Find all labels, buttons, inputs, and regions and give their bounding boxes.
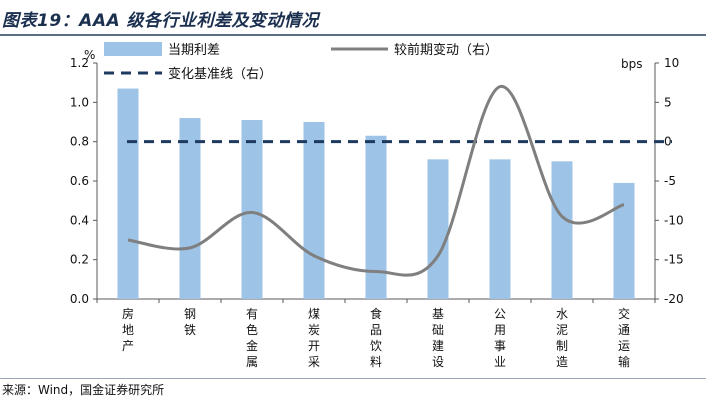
right-tick-label: -15	[664, 253, 684, 267]
bar	[241, 120, 263, 300]
right-tick-label: 0	[664, 135, 672, 149]
x-tick-label: 食品饮料	[370, 306, 382, 369]
right-tick-label: -20	[664, 292, 684, 306]
bar	[365, 135, 387, 299]
bar	[179, 118, 201, 299]
x-tick-label: 公用事业	[494, 307, 506, 369]
x-tick-label: 有色金属	[246, 307, 258, 369]
x-tick-label: 水泥制造	[556, 307, 568, 369]
bar	[613, 182, 635, 299]
change-line	[127, 85, 625, 277]
legend-label-line: 较前期变动（右）	[394, 42, 498, 58]
bar-series	[117, 88, 635, 300]
bar	[117, 88, 139, 299]
x-tick-label: 房地产	[122, 306, 134, 353]
footer-rule	[0, 378, 706, 379]
left-tick-label: 0.4	[70, 213, 89, 227]
legend-label-bar: 当期利差	[168, 43, 220, 58]
legend-label-baseline: 变化基准线（右）	[168, 66, 272, 82]
x-tick-label: 交通运输	[618, 306, 630, 369]
bar	[551, 161, 573, 299]
bar	[489, 159, 511, 299]
bar	[303, 122, 325, 299]
right-axis-unit: bps	[621, 57, 643, 71]
combo-chart: 0.0 0.2 0.4 0.6 0.8 1.0 1.2% -20 -15 -10 -5 0 5 10 bps…	[70, 42, 684, 369]
left-tick-label: 0.0	[70, 292, 89, 306]
x-tick-label: 钢铁	[184, 307, 196, 337]
left-tick-label: 0.6	[70, 174, 89, 188]
left-tick-label: 1.2	[70, 56, 89, 70]
x-tick-label: 煤炭开采	[308, 307, 320, 369]
chart-axes: 0.0 0.2 0.4 0.6 0.8 1.0 1.2% -20 -15 -10 -5 0 5 10 bps…	[70, 48, 684, 369]
line-series	[127, 85, 672, 277]
left-tick-label: 1.0	[70, 95, 89, 109]
right-tick-label: 10	[664, 56, 679, 70]
legend-swatch-bar	[104, 42, 162, 56]
right-tick-label: 5	[664, 95, 672, 109]
right-tick-label: -5	[664, 174, 676, 188]
title-underline	[0, 34, 706, 36]
left-axis-unit: %	[84, 48, 95, 62]
x-tick-label: 基础建设	[432, 307, 444, 369]
left-tick-label: 0.8	[70, 135, 89, 149]
bar	[427, 159, 449, 299]
left-tick-label: 0.2	[70, 253, 89, 267]
chart-legend: 当期利差 较前期变动（右） 变化基准线（右）	[104, 42, 498, 82]
source-note: 来源：Wind，国金证券研究所	[2, 383, 165, 397]
figure-title: 图表19：AAA 级各行业利差及变动情况	[2, 11, 320, 31]
right-tick-label: -10	[664, 213, 684, 227]
